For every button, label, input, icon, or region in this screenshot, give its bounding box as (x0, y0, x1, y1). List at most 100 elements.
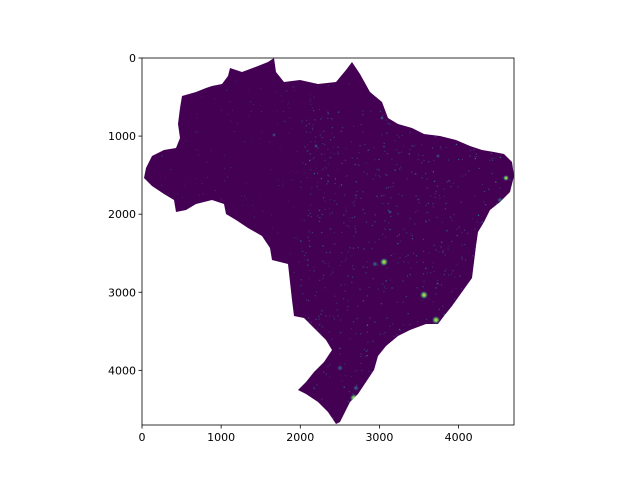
speckle (189, 177, 191, 179)
speckle (461, 175, 463, 177)
speckle (362, 110, 364, 112)
speckle (330, 273, 332, 275)
speckle (322, 245, 324, 247)
speckle (318, 318, 320, 320)
y-tick-label: 3000 (108, 286, 136, 299)
speckle (346, 309, 349, 311)
speckle (386, 267, 388, 270)
speckle (491, 172, 493, 175)
speckle (439, 146, 442, 148)
speckle (370, 110, 372, 112)
speckle (441, 221, 443, 223)
speckle (358, 152, 360, 154)
speckle (319, 134, 321, 136)
speckle (362, 300, 364, 302)
speckle (439, 197, 441, 199)
speckle (210, 150, 212, 152)
speckle (412, 238, 414, 240)
speckle (388, 186, 390, 188)
speckle (328, 175, 330, 177)
speckle (230, 120, 232, 122)
speckle (224, 167, 226, 169)
speckle (433, 159, 435, 161)
speckle (354, 216, 356, 218)
speckle (164, 176, 166, 178)
speckle (251, 141, 253, 143)
speckle (331, 133, 333, 135)
speckle (409, 324, 411, 326)
speckle (318, 315, 320, 317)
speckle (510, 186, 512, 188)
speckle (380, 195, 383, 197)
speckle (440, 246, 442, 248)
speckle (278, 185, 280, 186)
speckle (364, 212, 366, 214)
speckle (402, 301, 404, 303)
speckle (409, 131, 411, 133)
speckle (326, 183, 328, 185)
speckle (355, 197, 357, 199)
speckle (320, 118, 322, 120)
speckle (323, 153, 325, 155)
speckle (186, 119, 188, 121)
speckle (444, 208, 446, 210)
speckle (242, 205, 243, 207)
speckle (259, 196, 260, 198)
speckle (313, 96, 315, 98)
speckle (340, 284, 342, 286)
speckle (281, 100, 283, 102)
speckle (435, 249, 437, 251)
speckle (310, 321, 312, 323)
speckle (456, 264, 458, 266)
speckle (355, 333, 357, 335)
speckle (450, 216, 452, 218)
speckle (307, 300, 310, 302)
speckle (332, 271, 334, 273)
x-tick-label: 1000 (207, 431, 235, 444)
speckle (307, 264, 309, 266)
speckle (327, 111, 329, 113)
bright-cluster (314, 144, 318, 148)
speckle (327, 174, 329, 176)
speckle (304, 146, 306, 148)
speckle (313, 387, 315, 389)
speckle (347, 300, 349, 302)
speckle (334, 153, 336, 155)
speckle (461, 158, 463, 160)
speckle (366, 173, 368, 175)
speckle (352, 268, 355, 270)
speckle (344, 225, 346, 226)
speckle (321, 398, 323, 400)
speckle (322, 197, 324, 199)
speckle (396, 134, 398, 136)
speckle (315, 162, 317, 164)
speckle (357, 247, 359, 249)
speckle (362, 191, 364, 193)
speckle (406, 275, 409, 277)
speckle (354, 194, 356, 196)
speckle (182, 196, 183, 198)
speckle (347, 251, 349, 253)
speckle (422, 250, 425, 252)
speckle (315, 318, 317, 320)
speckle (312, 129, 314, 131)
speckle (300, 220, 302, 222)
speckle (167, 193, 169, 195)
speckle (344, 260, 346, 262)
speckle (382, 283, 384, 285)
speckle (415, 195, 417, 197)
speckle (451, 291, 453, 293)
speckle (300, 279, 302, 281)
speckle (432, 203, 434, 205)
speckle (325, 167, 327, 169)
speckle (425, 212, 428, 214)
speckle (377, 264, 379, 266)
speckle (496, 203, 498, 205)
speckle (327, 181, 329, 183)
speckle (390, 254, 392, 257)
speckle (359, 145, 361, 147)
speckle (446, 230, 448, 232)
speckle (237, 122, 238, 124)
speckle (447, 159, 449, 161)
